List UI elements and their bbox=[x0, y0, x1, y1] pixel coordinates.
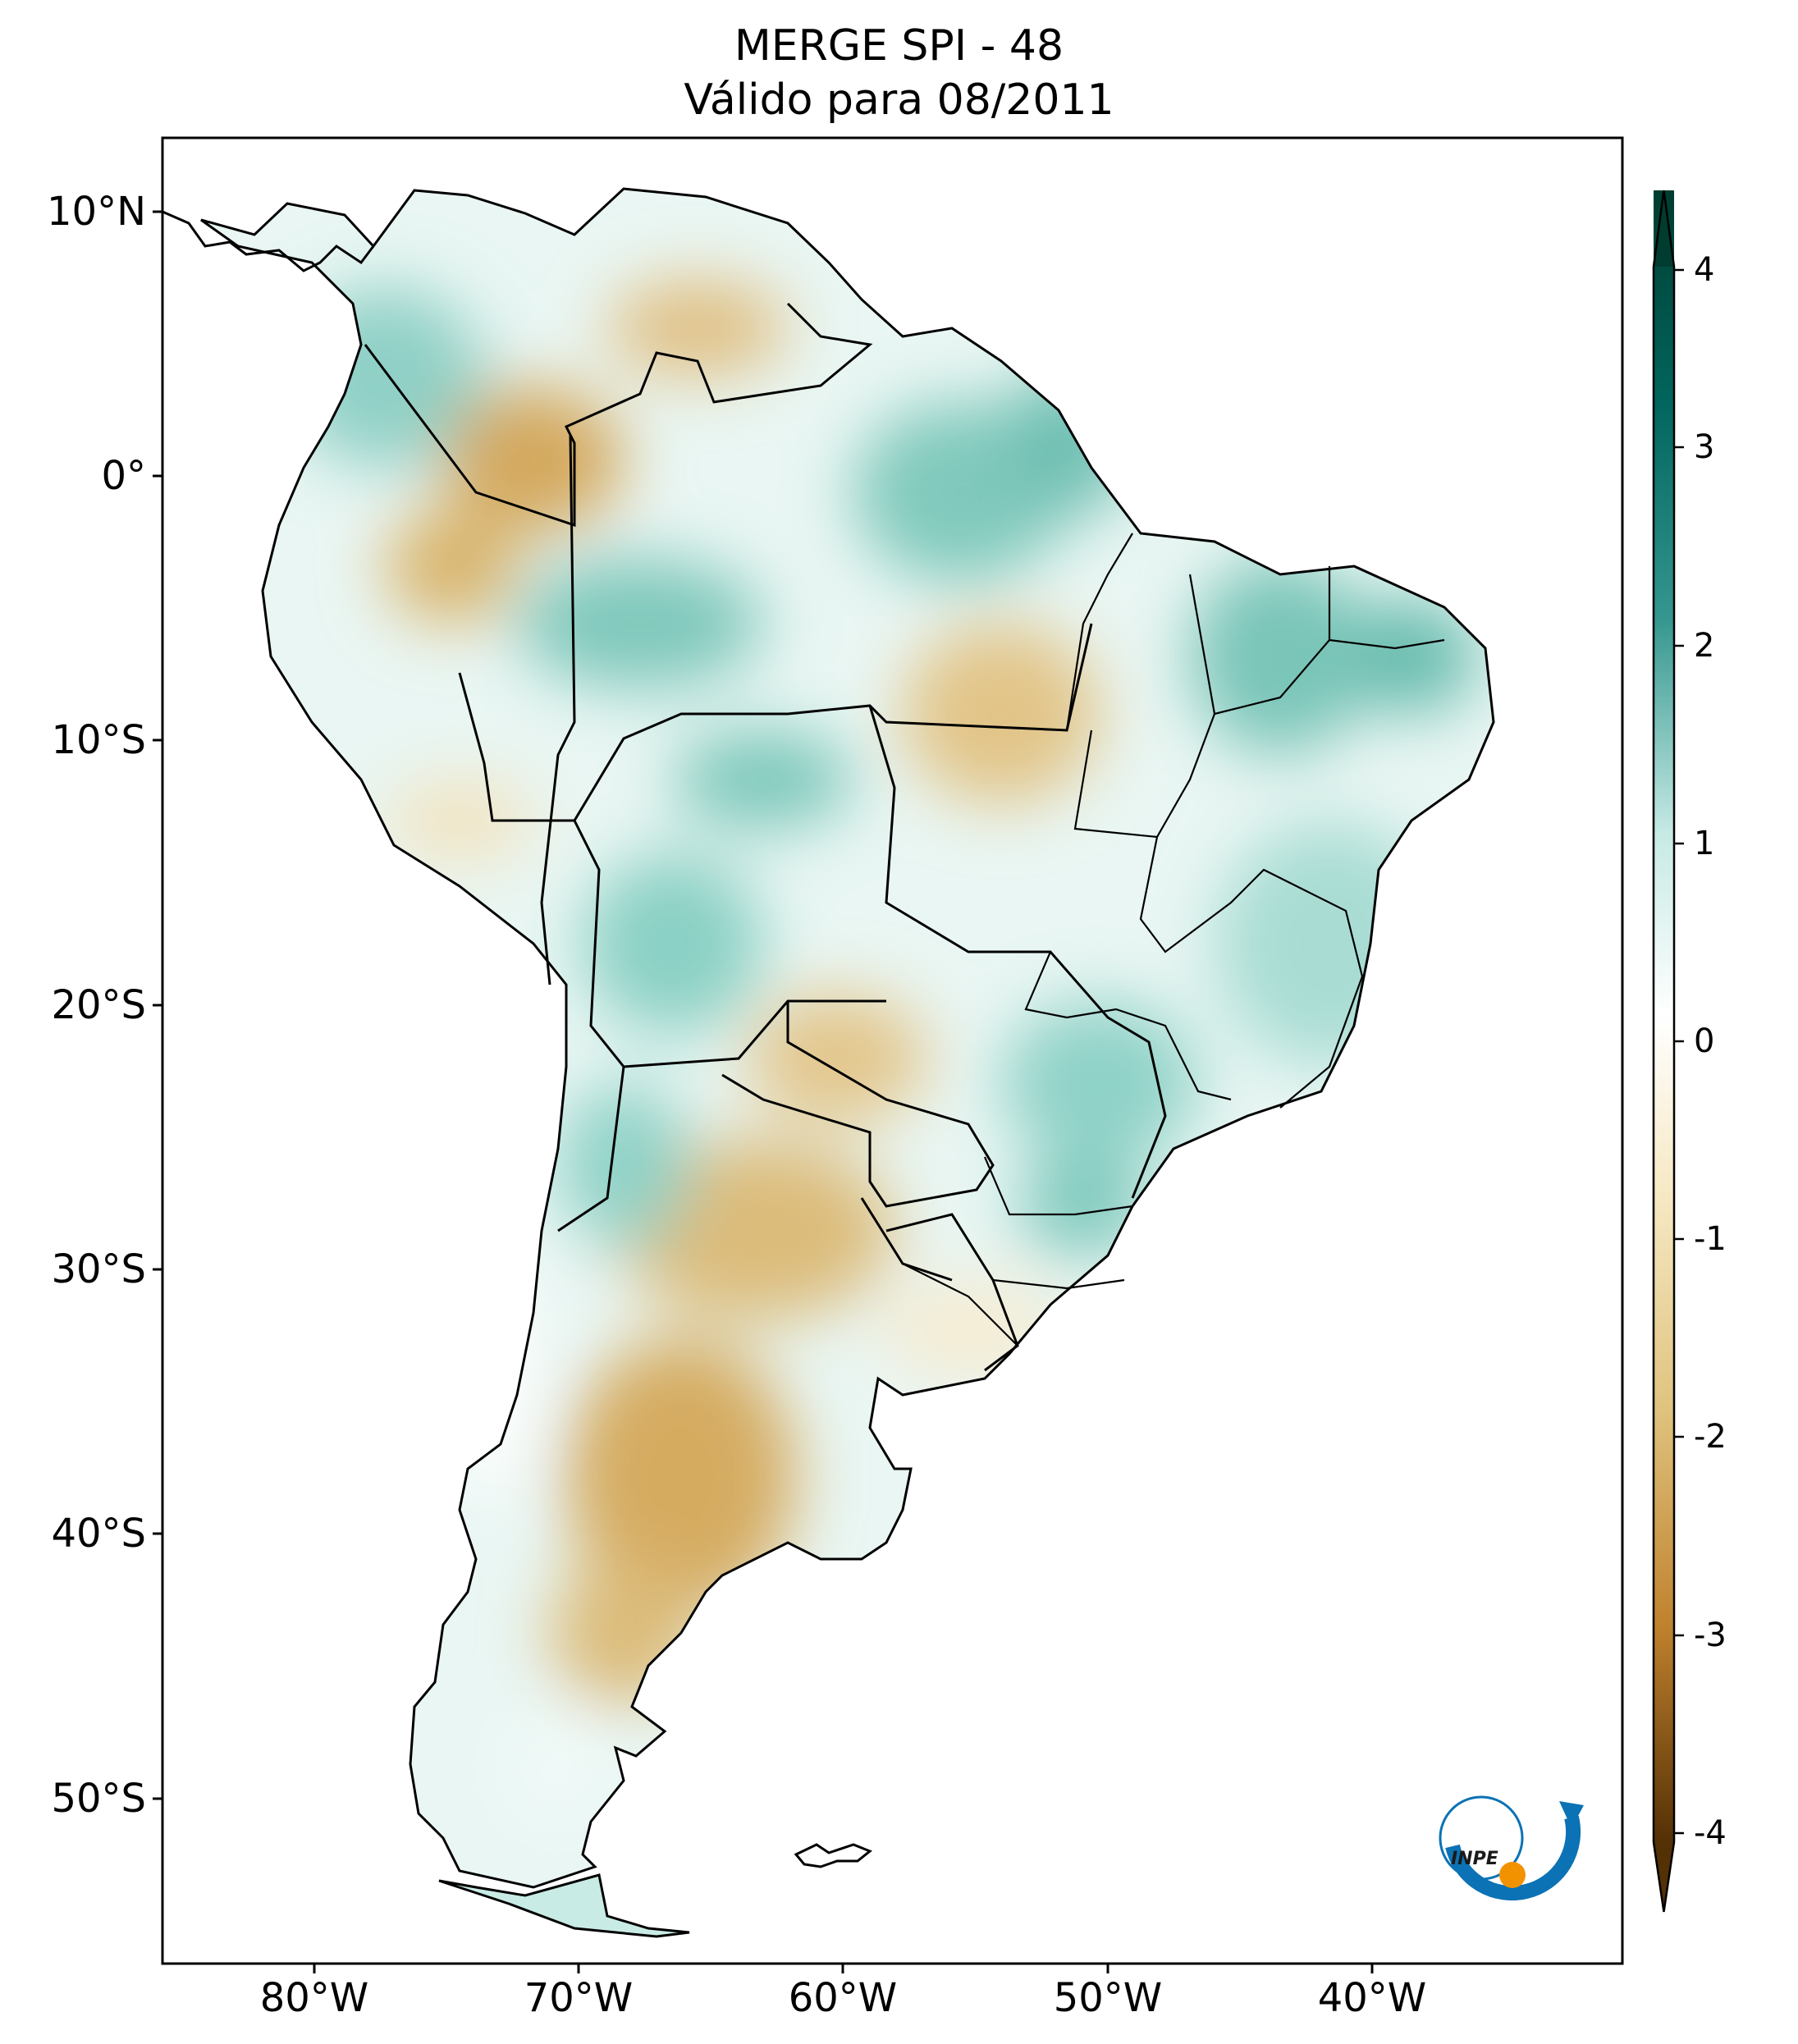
lat-label-0: 0° bbox=[101, 453, 146, 499]
state-borders bbox=[902, 533, 1445, 1347]
colorbar bbox=[1652, 190, 1684, 1913]
central-america-coast bbox=[162, 210, 375, 272]
lat-label-10n: 10°N bbox=[47, 189, 146, 235]
chart-subtitle: Válido para 08/2011 bbox=[684, 75, 1114, 125]
colorbar-label-neg1: -1 bbox=[1694, 1220, 1727, 1258]
tierra-del-fuego bbox=[438, 1873, 690, 1938]
lon-label-50w: 50°W bbox=[1053, 1975, 1163, 2021]
colorbar-label-neg2: -2 bbox=[1694, 1418, 1727, 1456]
lon-label-60w: 60°W bbox=[788, 1975, 898, 2021]
lat-label-50s: 50°S bbox=[51, 1776, 146, 1822]
lon-label-40w: 40°W bbox=[1317, 1975, 1427, 2021]
logo-text: INPE bbox=[1451, 1849, 1498, 1869]
colorbar-label-neg3: -3 bbox=[1694, 1616, 1727, 1654]
country-borders bbox=[364, 302, 1167, 1372]
lat-label-40s: 40°S bbox=[51, 1511, 146, 1557]
chart-title: MERGE SPI - 48 bbox=[734, 21, 1064, 71]
colorbar-label-0: 0 bbox=[1694, 1022, 1715, 1060]
lat-label-20s: 20°S bbox=[51, 982, 146, 1028]
colorbar-label-1: 1 bbox=[1694, 825, 1715, 862]
inpe-logo: INPE bbox=[1439, 1795, 1584, 1901]
colorbar-label-neg4: -4 bbox=[1694, 1814, 1727, 1852]
colorbar-label-4: 4 bbox=[1694, 251, 1715, 289]
colorbar-ticks bbox=[1674, 268, 1684, 1835]
colorbar-label-3: 3 bbox=[1694, 428, 1715, 466]
colorbar-extend-top bbox=[1654, 190, 1674, 267]
lat-label-10s: 10°S bbox=[51, 717, 146, 763]
lon-label-70w: 70°W bbox=[524, 1975, 634, 2021]
lat-label-30s: 30°S bbox=[51, 1246, 146, 1292]
falkland-islands bbox=[794, 1843, 872, 1868]
colorbar-label-2: 2 bbox=[1694, 627, 1715, 665]
lon-label-80w: 80°W bbox=[259, 1975, 369, 2021]
axis-ticks bbox=[153, 210, 1374, 1973]
colorbar-extend-bottom bbox=[1654, 1842, 1674, 1912]
